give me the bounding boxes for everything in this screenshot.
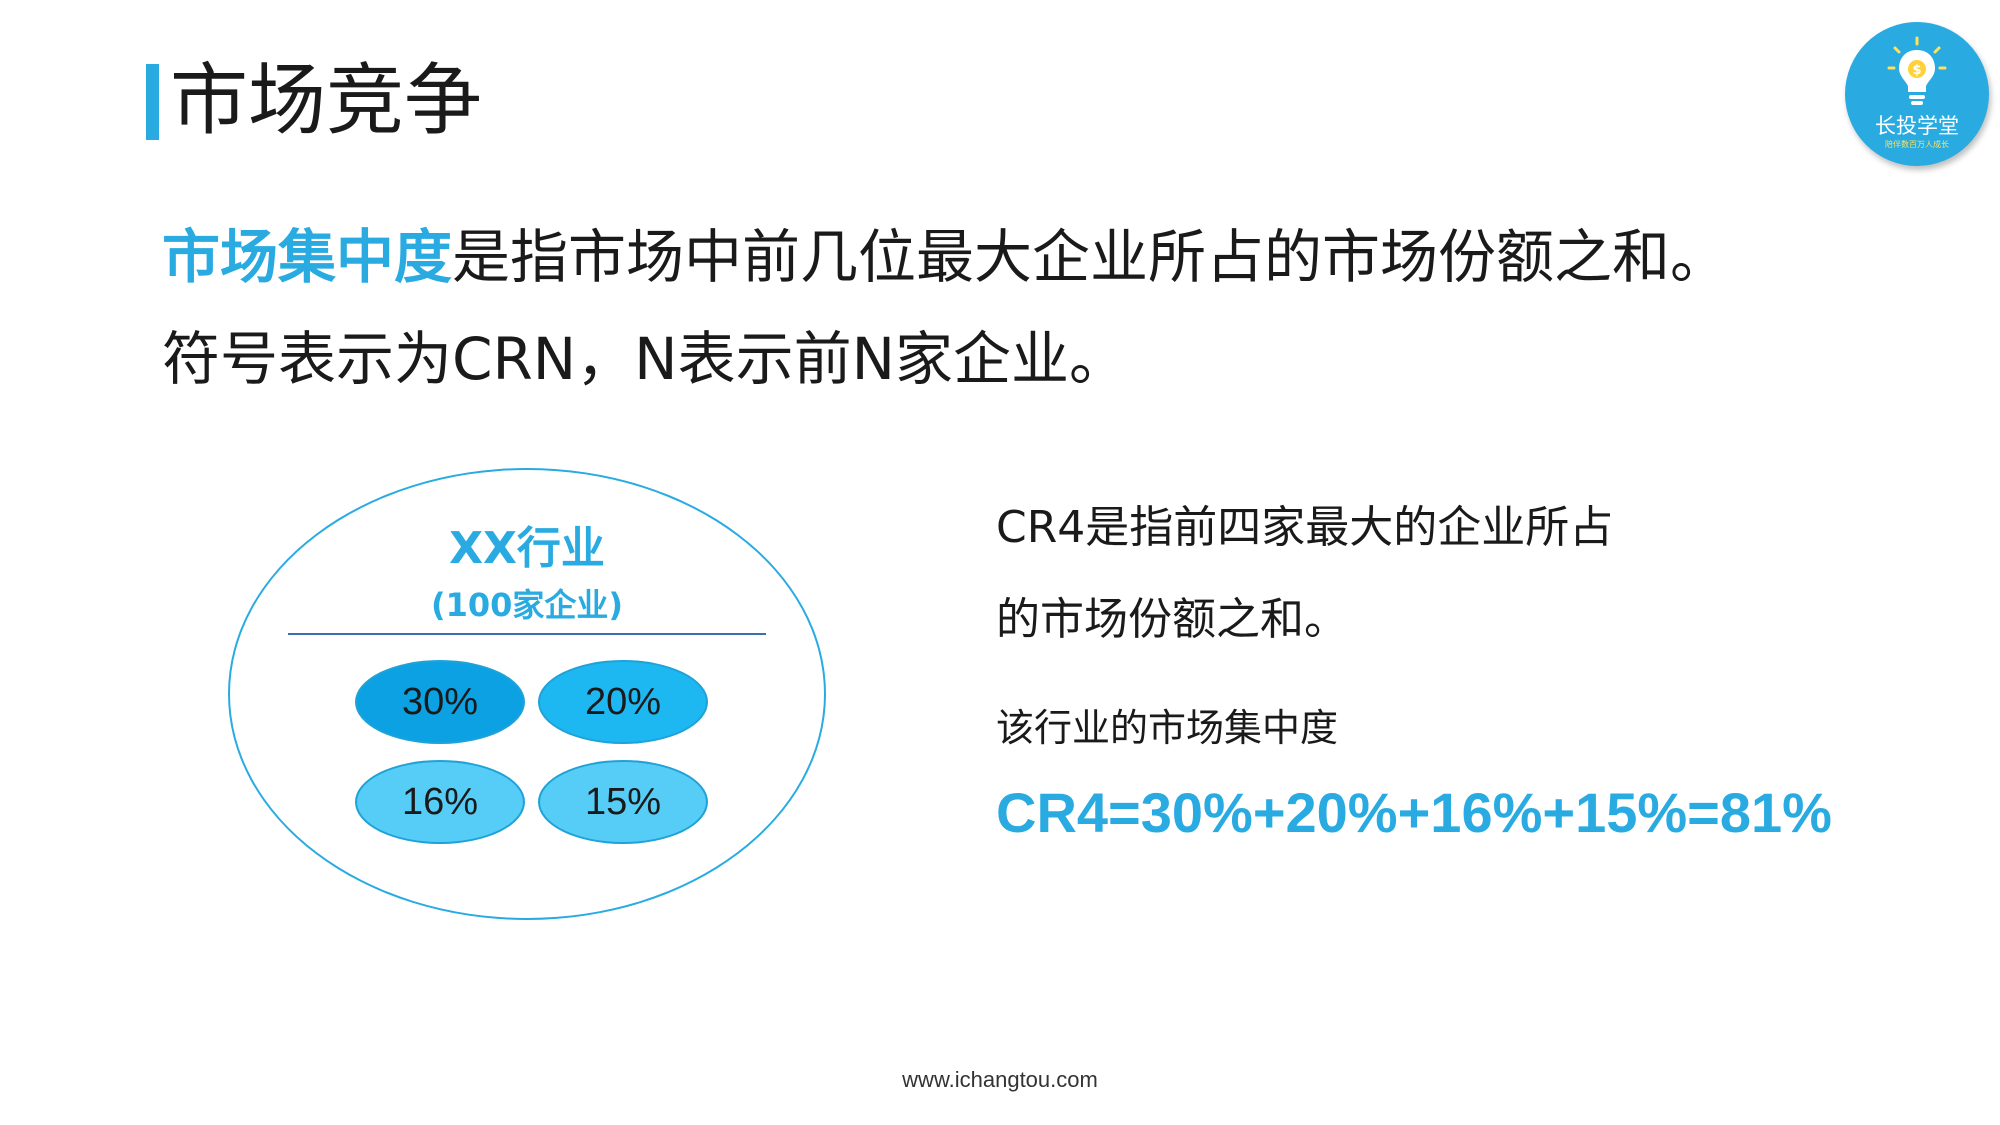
cr4-explanation-line-2: 的市场份额之和。 — [996, 594, 1348, 645]
lightbulb-icon: $ — [1887, 36, 1947, 105]
market-share-ellipse-2: 20% — [538, 660, 708, 744]
market-share-ellipse-1: 30% — [355, 660, 525, 744]
title-accent-bar — [146, 64, 159, 140]
cr4-formula: CR4=30%+20%+16%+15%=81% — [996, 781, 1832, 844]
cr4-explanation-line-1: CR4是指前四家最大的企业所占 — [996, 502, 1614, 553]
logo-brand-name: 长投学堂 — [1875, 114, 1959, 138]
logo-slogan: 陪伴数百万人成长 — [1885, 140, 1949, 149]
definition-line-2: 符号表示为CRN，N表示前N家企业。 — [162, 325, 1127, 393]
market-share-ellipse-4: 15% — [538, 760, 708, 844]
svg-text:$: $ — [1912, 63, 1921, 78]
brand-logo: $ 长投学堂 陪伴数百万人成长 — [1845, 22, 1989, 166]
industry-ellipse — [228, 468, 826, 920]
concentration-label: 该行业的市场集中度 — [996, 706, 1339, 750]
industry-company-count: (100家企业) — [430, 586, 624, 624]
definition-term: 市场集中度 — [162, 223, 453, 291]
page-title: 市场竞争 — [170, 56, 483, 146]
industry-divider — [288, 633, 766, 635]
footer-url: www.ichangtou.com — [902, 1067, 1098, 1092]
market-share-ellipse-3: 16% — [355, 760, 525, 844]
industry-name: XX行业 — [449, 523, 605, 574]
definition-text: 是指市场中前几位最大企业所占的市场份额之和。 — [452, 223, 1729, 291]
definition-line-1: 市场集中度是指市场中前几位最大企业所占的市场份额之和。 — [162, 222, 1728, 292]
